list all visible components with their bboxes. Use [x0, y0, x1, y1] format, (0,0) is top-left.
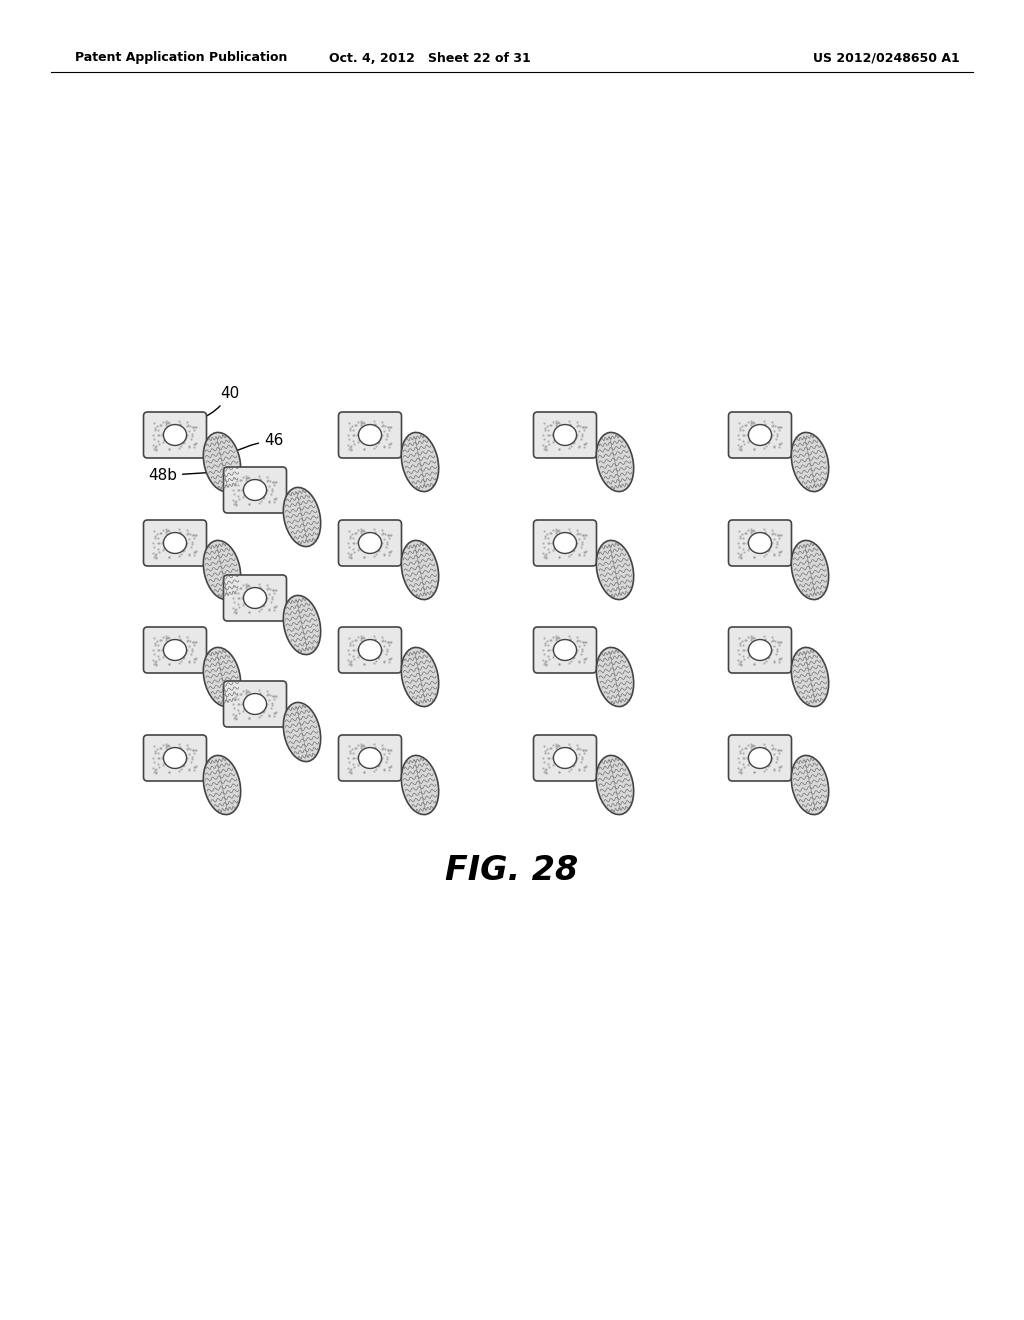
Ellipse shape	[204, 433, 241, 491]
FancyBboxPatch shape	[223, 681, 287, 727]
FancyBboxPatch shape	[534, 412, 597, 458]
Ellipse shape	[284, 595, 321, 655]
Text: 46: 46	[230, 433, 284, 454]
Ellipse shape	[596, 755, 634, 814]
Ellipse shape	[749, 532, 771, 553]
Ellipse shape	[401, 433, 438, 491]
Ellipse shape	[792, 755, 828, 814]
FancyBboxPatch shape	[728, 412, 792, 458]
Ellipse shape	[792, 433, 828, 491]
FancyBboxPatch shape	[534, 627, 597, 673]
Ellipse shape	[553, 425, 577, 445]
FancyBboxPatch shape	[339, 520, 401, 566]
Text: Oct. 4, 2012   Sheet 22 of 31: Oct. 4, 2012 Sheet 22 of 31	[329, 51, 530, 65]
FancyBboxPatch shape	[339, 412, 401, 458]
Ellipse shape	[792, 647, 828, 706]
Ellipse shape	[401, 647, 438, 706]
Ellipse shape	[204, 540, 241, 599]
Text: 48b: 48b	[148, 469, 215, 483]
FancyBboxPatch shape	[143, 520, 207, 566]
Ellipse shape	[358, 425, 382, 445]
Ellipse shape	[792, 540, 828, 599]
Ellipse shape	[244, 479, 266, 500]
Ellipse shape	[358, 532, 382, 553]
Ellipse shape	[749, 640, 771, 660]
Ellipse shape	[553, 532, 577, 553]
Ellipse shape	[358, 747, 382, 768]
FancyBboxPatch shape	[339, 735, 401, 781]
Ellipse shape	[164, 747, 186, 768]
Ellipse shape	[164, 532, 186, 553]
Ellipse shape	[749, 425, 771, 445]
Text: Patent Application Publication: Patent Application Publication	[75, 51, 288, 65]
Ellipse shape	[596, 540, 634, 599]
Ellipse shape	[553, 747, 577, 768]
Text: 40: 40	[178, 385, 240, 422]
Ellipse shape	[596, 647, 634, 706]
Ellipse shape	[401, 540, 438, 599]
FancyBboxPatch shape	[728, 520, 792, 566]
FancyBboxPatch shape	[143, 627, 207, 673]
Ellipse shape	[164, 640, 186, 660]
FancyBboxPatch shape	[143, 412, 207, 458]
Text: US 2012/0248650 A1: US 2012/0248650 A1	[813, 51, 961, 65]
Text: FIG. 28: FIG. 28	[445, 854, 579, 887]
FancyBboxPatch shape	[339, 627, 401, 673]
Ellipse shape	[244, 587, 266, 609]
Ellipse shape	[284, 487, 321, 546]
Ellipse shape	[553, 640, 577, 660]
Ellipse shape	[204, 755, 241, 814]
FancyBboxPatch shape	[728, 627, 792, 673]
FancyBboxPatch shape	[223, 467, 287, 513]
Ellipse shape	[401, 755, 438, 814]
Ellipse shape	[358, 640, 382, 660]
Ellipse shape	[749, 747, 771, 768]
FancyBboxPatch shape	[728, 735, 792, 781]
Ellipse shape	[284, 702, 321, 762]
FancyBboxPatch shape	[223, 576, 287, 620]
FancyBboxPatch shape	[143, 735, 207, 781]
Ellipse shape	[164, 425, 186, 445]
FancyBboxPatch shape	[534, 520, 597, 566]
Ellipse shape	[596, 433, 634, 491]
Ellipse shape	[244, 693, 266, 714]
Ellipse shape	[204, 647, 241, 706]
FancyBboxPatch shape	[534, 735, 597, 781]
